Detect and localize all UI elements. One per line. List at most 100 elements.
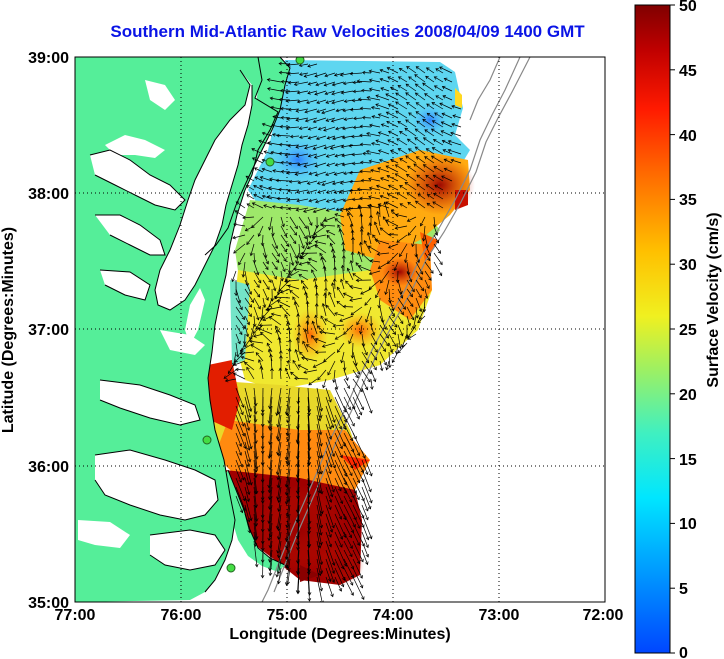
velocity-arrow	[235, 396, 244, 415]
velocity-arrow	[287, 450, 291, 466]
velocity-arrowhead	[383, 201, 387, 206]
velocity-arrow	[325, 468, 335, 493]
velocity-arrow	[399, 185, 408, 191]
velocity-arrow	[349, 189, 363, 192]
velocity-arrowhead	[385, 342, 390, 347]
velocity-arrow	[331, 90, 345, 95]
velocity-arrow	[319, 331, 336, 335]
velocity-arrow	[325, 486, 332, 503]
velocity-arrow	[336, 108, 345, 112]
bays	[78, 70, 252, 570]
velocity-arrow	[424, 270, 432, 281]
velocity-arrow	[297, 468, 300, 494]
velocity-arrow	[370, 342, 378, 353]
velocity-arrow	[349, 144, 363, 147]
velocity-arrow	[407, 324, 417, 338]
velocity-arrowhead	[395, 110, 399, 114]
velocity-arrow	[352, 360, 361, 375]
velocity-arrow	[234, 351, 246, 363]
velocity-arrow	[426, 184, 435, 191]
velocity-arrowhead	[328, 470, 332, 475]
velocity-arrowhead	[246, 481, 251, 486]
velocity-arrowhead	[248, 291, 253, 295]
velocity-arrow	[415, 111, 426, 119]
velocity-arrowhead	[359, 124, 363, 129]
velocity-arrowhead	[345, 280, 349, 284]
velocity-arrow	[352, 531, 360, 546]
velocity-arrowhead	[391, 359, 396, 363]
velocity-arrowhead	[361, 115, 366, 120]
velocity-arrowhead	[319, 252, 323, 257]
velocity-arrowhead	[356, 321, 360, 326]
velocity-arrow	[406, 66, 417, 74]
velocity-arrow	[280, 225, 287, 237]
velocity-arrowhead	[371, 115, 376, 119]
velocity-arrow	[299, 135, 309, 138]
velocity-arrow	[308, 135, 318, 139]
velocity-arrow	[405, 119, 417, 128]
velocity-arrow	[285, 270, 291, 282]
velocity-arrow	[388, 324, 396, 335]
velocity-arrow	[286, 504, 291, 528]
velocity-arrowhead	[399, 158, 403, 162]
velocity-arrowhead	[377, 203, 382, 208]
velocity-arrowhead	[403, 259, 408, 264]
velocity-arrowhead	[375, 184, 380, 189]
velocity-arrowhead	[315, 350, 319, 355]
velocity-arrowhead	[377, 149, 382, 153]
velocity-arrow	[304, 108, 318, 113]
velocity-arrow	[277, 198, 291, 200]
velocity-arrow	[285, 153, 300, 156]
velocity-arrowhead	[240, 411, 244, 416]
velocity-arrow	[307, 549, 310, 572]
velocity-arrow	[252, 157, 264, 164]
velocity-arrow	[244, 324, 249, 337]
velocity-arrowhead	[280, 160, 284, 165]
velocity-arrowhead	[317, 489, 322, 494]
velocity-arrow	[366, 150, 381, 155]
velocity-arrow	[278, 558, 282, 574]
velocity-arrow	[317, 369, 327, 381]
velocity-arrow	[405, 83, 417, 92]
velocity-arrow	[294, 301, 300, 317]
velocity-arrow	[271, 124, 282, 128]
velocity-arrowhead	[281, 223, 285, 228]
velocity-arrowhead	[402, 306, 406, 310]
colorbar: 50 45 40 35 30 25 20 15 10 5 0 Surface V…	[634, 0, 722, 659]
velocity-arrow	[407, 165, 417, 173]
velocity-arrowhead	[303, 209, 307, 213]
velocity-arrow	[316, 468, 323, 494]
velocity-arrow	[327, 360, 336, 376]
velocity-arrowhead	[232, 372, 237, 376]
velocity-arrow	[271, 234, 278, 249]
velocity-arrowhead	[287, 80, 292, 85]
velocity-arrowhead	[407, 336, 411, 340]
velocity-arrowhead	[385, 111, 390, 115]
velocity-arrow	[233, 360, 246, 366]
velocity-arrow	[333, 324, 345, 327]
velocity-arrow	[256, 315, 264, 330]
velocity-arrow	[325, 450, 332, 468]
velocity-arrowhead	[253, 334, 257, 338]
velocity-arrow	[379, 324, 389, 339]
velocity-arrow	[326, 153, 336, 158]
velocity-arrow	[296, 252, 300, 264]
velocity-arrow	[288, 270, 300, 278]
velocity-arrow	[308, 234, 318, 245]
velocity-arrowhead	[323, 145, 328, 150]
velocity-arrow	[397, 288, 403, 299]
velocity-arrow	[223, 369, 237, 379]
velocity-arrow	[415, 102, 426, 110]
velocity-arrow	[255, 352, 264, 362]
velocity-arrowhead	[268, 186, 272, 190]
velocity-arrow	[326, 189, 336, 194]
velocity-arrow	[361, 180, 372, 182]
velocity-arrow	[278, 486, 282, 503]
velocity-arrow	[308, 258, 318, 263]
velocity-arrowhead	[332, 278, 337, 282]
velocity-arrow	[307, 243, 318, 249]
velocity-arrow	[244, 423, 252, 449]
velocity-arrow	[399, 158, 408, 164]
velocity-arrowhead	[335, 207, 340, 212]
velocity-arrowhead	[280, 79, 285, 84]
